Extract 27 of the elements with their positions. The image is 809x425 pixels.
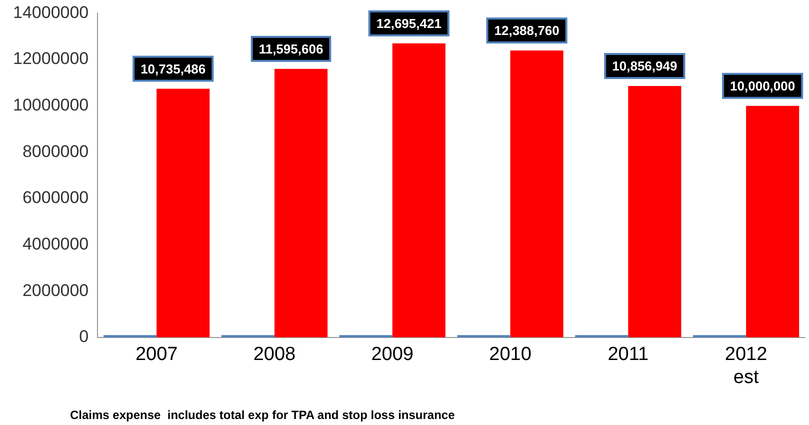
text: Claims expense includes total exp for TPA and stop loss insurance — [70, 408, 456, 422]
x-tick-label: 2010 — [489, 344, 532, 366]
bar — [746, 106, 800, 338]
y-tick-label: 12000000 — [12, 49, 89, 68]
bar — [628, 86, 682, 338]
bar — [510, 50, 564, 338]
y-tick-label: 14000000 — [12, 2, 89, 22]
x-tick-label: 2011 — [608, 344, 649, 366]
y-tick-label: 4000000 — [22, 234, 89, 254]
bar — [156, 88, 210, 338]
bar — [392, 43, 446, 338]
data-label: 12,388,760 — [494, 23, 560, 38]
y-tick-label: 0 — [79, 327, 89, 346]
y-tick-label: 8000000 — [22, 142, 89, 161]
x-tick-label: 2008 — [253, 344, 296, 366]
data-label: 10,856,949 — [612, 58, 678, 74]
data-label: 11,595,606 — [258, 41, 324, 56]
data-label: 12,695,421 — [376, 16, 442, 31]
data-label: 10,000,000 — [730, 78, 796, 94]
data-label: 10,735,486 — [140, 61, 206, 76]
y-tick-label: 6000000 — [22, 188, 89, 208]
y-tick-label: 2000000 — [22, 280, 89, 300]
x-tick-label: 2012 est — [724, 344, 768, 388]
x-tick-label: 2007 — [135, 344, 178, 366]
bar — [274, 68, 328, 338]
x-tick-label: 2009 — [371, 344, 414, 366]
y-tick-label: 10000000 — [12, 96, 89, 115]
